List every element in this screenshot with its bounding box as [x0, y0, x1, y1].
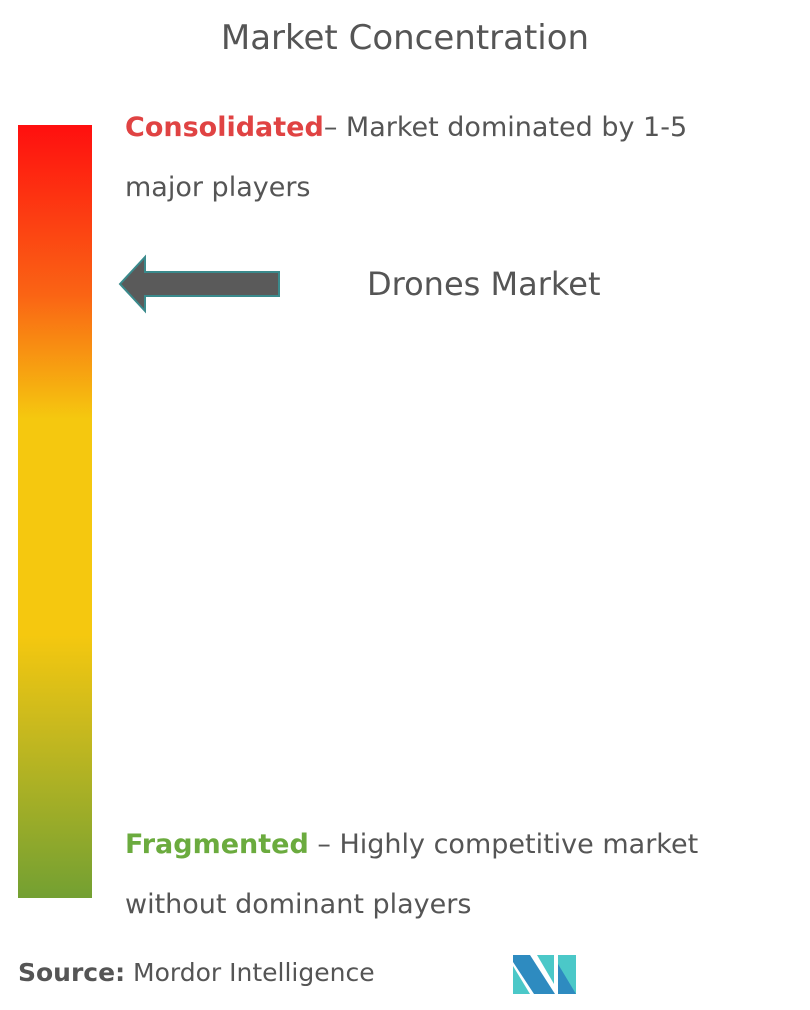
fragmented-legend: Fragmented – Highly competitive market w…	[125, 815, 785, 935]
consolidated-legend: Consolidated– Market dominated by 1-5 ma…	[125, 98, 765, 218]
source-value: Mordor Intelligence	[125, 958, 375, 987]
market-name: Drones Market	[367, 265, 601, 303]
fragmented-description: – Highly competitive market without domi…	[125, 829, 699, 920]
left-arrow-icon	[118, 254, 280, 314]
consolidated-label: Consolidated	[125, 112, 324, 143]
source-label: Source:	[18, 958, 126, 987]
source-note: Source: Mordor Intelligence	[18, 958, 375, 987]
fragmented-label: Fragmented	[125, 829, 309, 860]
mordor-logo-icon	[513, 955, 576, 994]
consolidated-description: – Market dominated by 1-5 major players	[125, 112, 688, 203]
concentration-gradient-bar	[18, 125, 92, 898]
chart-title: Market Concentration	[220, 18, 590, 58]
